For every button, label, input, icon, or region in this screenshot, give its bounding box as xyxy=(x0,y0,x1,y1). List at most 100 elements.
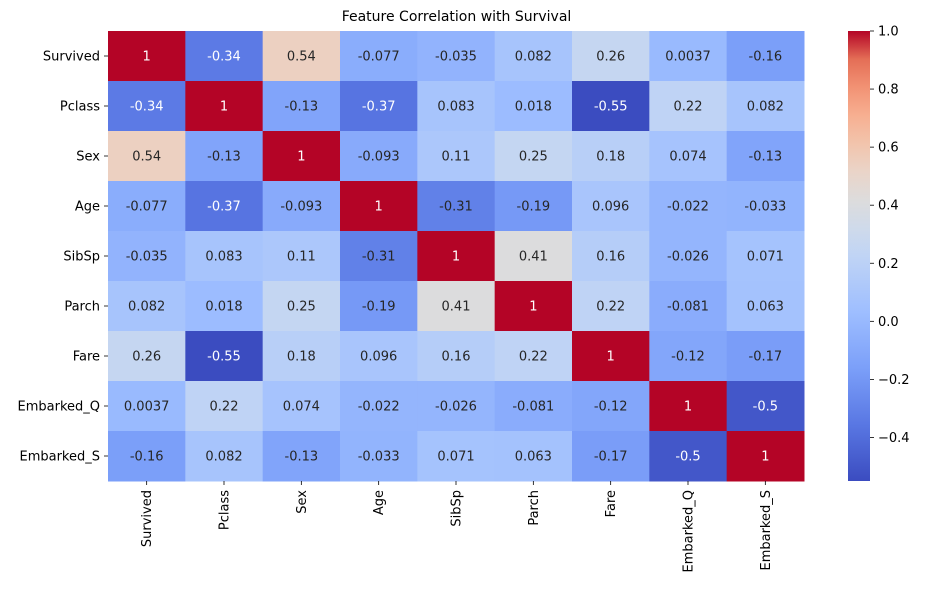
cell-value-label: 1 xyxy=(297,150,305,165)
cell-value-label: 1 xyxy=(607,350,615,365)
heatmap-cell-sibsp-embarked_s xyxy=(726,231,805,282)
heatmap-cell-age-parch xyxy=(494,181,573,232)
cell-value-label: 0.082 xyxy=(128,300,165,315)
cell-value-label: -0.55 xyxy=(594,100,628,115)
heatmap-cell-survived-sex xyxy=(262,31,341,82)
cell-value-label: -0.19 xyxy=(517,200,551,215)
heatmap-cell-parch-sibsp xyxy=(417,281,496,332)
heatmap-cell-embarked_s-sibsp xyxy=(417,431,496,482)
cell-value-label: -0.033 xyxy=(744,200,786,215)
cell-value-label: -0.37 xyxy=(207,200,241,215)
y-tick-label: Fare xyxy=(73,350,100,365)
heatmap-cell-embarked_s-embarked_s xyxy=(726,431,805,482)
heatmap-cell-sex-pclass xyxy=(185,131,264,182)
cell-value-label: -0.077 xyxy=(126,200,168,215)
heatmap-cell-pclass-sex xyxy=(262,81,341,132)
heatmap-cell-age-pclass xyxy=(185,181,264,232)
cell-value-label: 0.18 xyxy=(287,350,316,365)
heatmap-cell-survived-survived xyxy=(108,31,186,82)
heatmap-cell-sibsp-parch xyxy=(494,231,573,282)
y-tick-label: Survived xyxy=(43,50,100,65)
cell-value-label: -0.5 xyxy=(753,400,778,415)
x-tick-label: Pclass xyxy=(218,490,233,530)
cell-value-label: -0.17 xyxy=(594,450,628,465)
heatmap-cell-pclass-embarked_s xyxy=(726,81,805,132)
heatmap-cell-embarked_q-survived xyxy=(108,381,186,432)
heatmap-cell-survived-fare xyxy=(572,31,650,82)
heatmap-cell-pclass-survived xyxy=(108,81,186,132)
cell-value-label: -0.12 xyxy=(671,350,705,365)
heatmap-cell-embarked_q-sibsp xyxy=(417,381,496,432)
cell-value-label: 0.0037 xyxy=(124,400,170,415)
heatmap-cell-embarked_s-embarked_q xyxy=(649,431,728,482)
cell-value-label: -0.026 xyxy=(435,400,477,415)
cell-value-label: 0.074 xyxy=(669,150,706,165)
y-tick-label: Parch xyxy=(64,300,100,315)
cell-value-label: -0.37 xyxy=(362,100,396,115)
heatmap-cell-embarked_q-embarked_q xyxy=(649,381,728,432)
cell-value-label: 0.16 xyxy=(442,350,471,365)
heatmap-cell-embarked_s-pclass xyxy=(185,431,264,482)
cell-value-label: -0.13 xyxy=(749,150,783,165)
heatmap-cell-embarked_s-fare xyxy=(572,431,650,482)
cell-value-label: -0.19 xyxy=(362,300,396,315)
cell-value-label: -0.093 xyxy=(358,150,400,165)
x-tick-label: Embarked_S xyxy=(759,490,774,571)
cell-value-label: 0.25 xyxy=(287,300,316,315)
heatmap-cell-pclass-pclass xyxy=(185,81,264,132)
cell-value-label: 0.26 xyxy=(132,350,161,365)
cell-value-label: 0.071 xyxy=(747,250,784,265)
heatmap-cell-parch-embarked_s xyxy=(726,281,805,332)
heatmap-cell-survived-parch xyxy=(494,31,573,82)
heatmap-cell-parch-fare xyxy=(572,281,650,332)
heatmap-cell-fare-embarked_s xyxy=(726,331,805,382)
heatmap-cell-parch-parch xyxy=(494,281,573,332)
heatmap-cell-parch-survived xyxy=(108,281,186,332)
cell-value-label: 0.082 xyxy=(515,50,552,65)
heatmap-cell-embarked_q-fare xyxy=(572,381,650,432)
cell-value-label: -0.022 xyxy=(358,400,400,415)
x-tick-label: Age xyxy=(372,490,387,515)
y-tick-label: Age xyxy=(75,200,100,215)
cell-value-label: 0.018 xyxy=(515,100,552,115)
cell-value-label: 0.22 xyxy=(519,350,548,365)
heatmap-cell-age-embarked_q xyxy=(649,181,728,232)
heatmap-cell-age-fare xyxy=(572,181,650,232)
cell-value-label: 1 xyxy=(761,450,769,465)
heatmap-cell-sibsp-embarked_q xyxy=(649,231,728,282)
cell-value-label: 0.26 xyxy=(596,50,625,65)
heatmap-cell-fare-sex xyxy=(262,331,341,382)
heatmap-cell-sex-sibsp xyxy=(417,131,496,182)
heatmap-cell-fare-embarked_q xyxy=(649,331,728,382)
colorbar-tick-label: −0.2 xyxy=(878,373,910,388)
colorbar-tick-label: −0.4 xyxy=(878,431,910,446)
cell-value-label: 0.25 xyxy=(519,150,548,165)
y-tick-label: Sex xyxy=(76,150,100,165)
cell-value-label: 1 xyxy=(684,400,692,415)
heatmap-cell-sibsp-sex xyxy=(262,231,341,282)
cell-value-label: 0.11 xyxy=(287,250,316,265)
cell-value-label: 1 xyxy=(452,250,460,265)
cell-value-label: 0.22 xyxy=(596,300,625,315)
x-tick-label: Sex xyxy=(295,490,310,514)
cell-value-label: -0.16 xyxy=(130,450,164,465)
x-tick-label: Survived xyxy=(140,490,155,547)
heatmap-cell-survived-sibsp xyxy=(417,31,496,82)
cell-value-label: -0.34 xyxy=(207,50,241,65)
x-tick-label: Fare xyxy=(604,490,619,517)
heatmap-cell-pclass-age xyxy=(340,81,418,132)
cell-value-label: -0.34 xyxy=(130,100,164,115)
cell-value-label: -0.55 xyxy=(207,350,241,365)
heatmap-cell-age-survived xyxy=(108,181,186,232)
cell-value-label: 0.082 xyxy=(747,100,784,115)
heatmap-cell-embarked_s-sex xyxy=(262,431,341,482)
cell-value-label: 0.096 xyxy=(592,200,629,215)
cell-value-label: 0.083 xyxy=(205,250,242,265)
heatmap-cell-fare-survived xyxy=(108,331,186,382)
cell-value-label: 0.22 xyxy=(210,400,239,415)
cell-value-label: 0.11 xyxy=(442,150,471,165)
heatmap-cell-parch-sex xyxy=(262,281,341,332)
cell-value-label: -0.17 xyxy=(749,350,783,365)
colorbar-tick-label: 1.0 xyxy=(878,25,899,40)
cell-value-label: 0.18 xyxy=(596,150,625,165)
